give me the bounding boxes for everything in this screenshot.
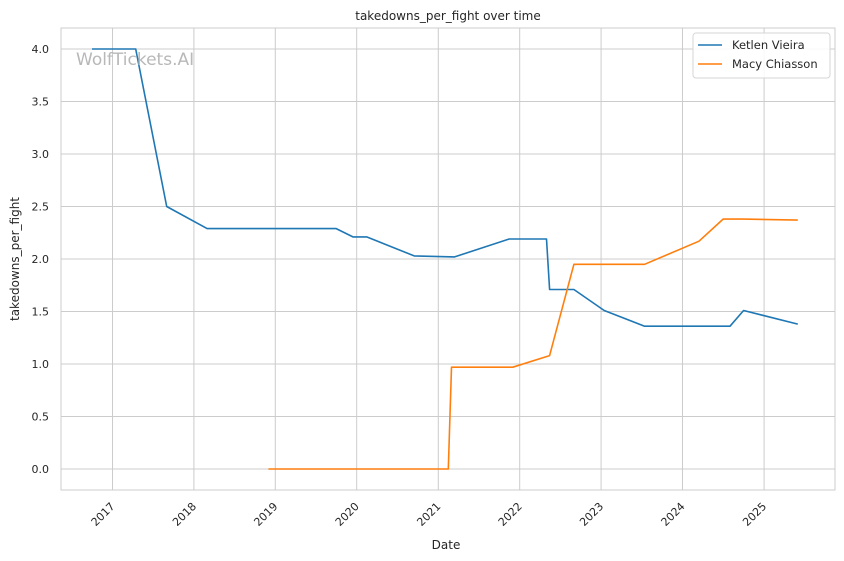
series-layer bbox=[92, 48, 798, 470]
y-tick-label: 2.0 bbox=[32, 253, 50, 266]
x-axis-label: Date bbox=[432, 538, 461, 552]
x-tick-label: 2018 bbox=[170, 500, 199, 529]
series-line-ketlen-vieira bbox=[92, 48, 798, 328]
y-tick-label: 3.0 bbox=[32, 148, 50, 161]
x-tick-label: 2019 bbox=[251, 500, 280, 529]
y-tick-label: 1.5 bbox=[32, 306, 50, 319]
x-tick-label: 2022 bbox=[496, 500, 525, 529]
watermark: WolfTickets.AI bbox=[76, 50, 194, 70]
legend-label-ketlen-vieira: Ketlen Vieira bbox=[732, 38, 805, 52]
y-axis-label: takedowns_per_fight bbox=[8, 197, 22, 321]
y-tick-label: 4.0 bbox=[32, 43, 50, 56]
legend-box bbox=[692, 32, 831, 79]
legend: Ketlen Vieira Macy Chiasson bbox=[692, 32, 831, 79]
series-line-macy-chiasson bbox=[268, 218, 798, 470]
x-tick-label: 2023 bbox=[577, 500, 606, 529]
chart-title: takedowns_per_fight over time bbox=[355, 9, 541, 23]
grid bbox=[61, 28, 835, 490]
x-tick-label: 2021 bbox=[414, 500, 443, 529]
y-tick-label: 1.0 bbox=[32, 358, 50, 371]
y-tick-label: 0.5 bbox=[32, 411, 50, 424]
legend-label-macy-chiasson: Macy Chiasson bbox=[732, 57, 818, 71]
x-tick-label: 2025 bbox=[740, 500, 769, 529]
y-tick-label: 0.0 bbox=[32, 463, 50, 476]
y-tick-label: 3.5 bbox=[32, 96, 50, 109]
x-tick-label: 2020 bbox=[333, 500, 362, 529]
x-tick-label: 2024 bbox=[659, 500, 688, 529]
x-tick-label: 2017 bbox=[89, 500, 118, 529]
y-tick-label: 2.5 bbox=[32, 201, 50, 214]
